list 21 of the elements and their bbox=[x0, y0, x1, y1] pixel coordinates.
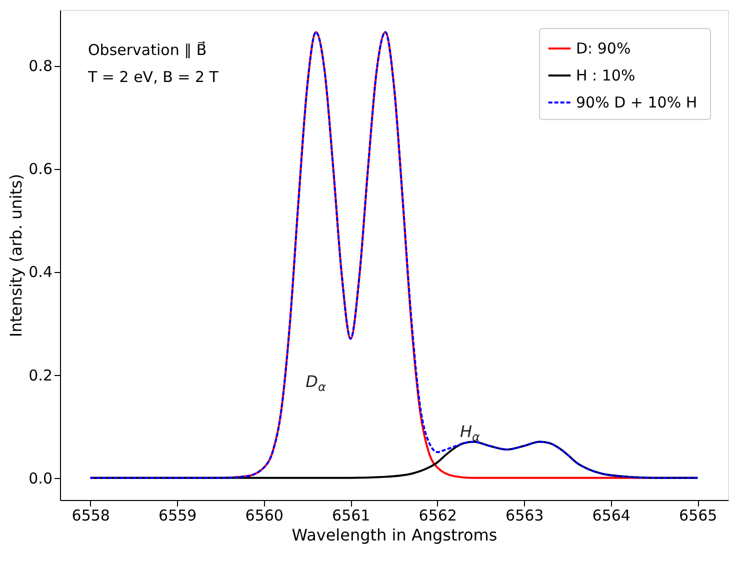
legend-label: H : 10% bbox=[576, 66, 636, 84]
x-tick-label: 6562 bbox=[418, 506, 457, 524]
x-tick-label: 6565 bbox=[679, 506, 718, 524]
y-tick-label: 0.2 bbox=[28, 366, 52, 384]
x-tick-label: 6560 bbox=[245, 506, 284, 524]
y-tick-label: 0.4 bbox=[28, 263, 52, 282]
y-tick-label: 0.0 bbox=[28, 469, 52, 488]
x-axis-title: Wavelength in Angstroms bbox=[292, 526, 498, 544]
x-tick-label: 6561 bbox=[332, 506, 370, 524]
line-series bbox=[89, 31, 699, 479]
annotation: T = 2 eV, B = 2 T bbox=[87, 68, 220, 86]
x-tick-label: 6559 bbox=[158, 506, 197, 524]
annotation: Observation ∥ B⃗ bbox=[88, 40, 207, 59]
x-tick-label: 6563 bbox=[506, 506, 544, 524]
legend-label: 90% D + 10% H bbox=[576, 94, 698, 112]
y-axis-title: Intensity (arb. units) bbox=[6, 174, 26, 338]
legend-label: D: 90% bbox=[576, 40, 631, 58]
x-tick-label: 6558 bbox=[72, 506, 110, 524]
x-tick-label: 6564 bbox=[592, 506, 630, 524]
y-tick-label: 0.6 bbox=[28, 160, 52, 178]
y-tick-label: 0.8 bbox=[28, 57, 52, 76]
